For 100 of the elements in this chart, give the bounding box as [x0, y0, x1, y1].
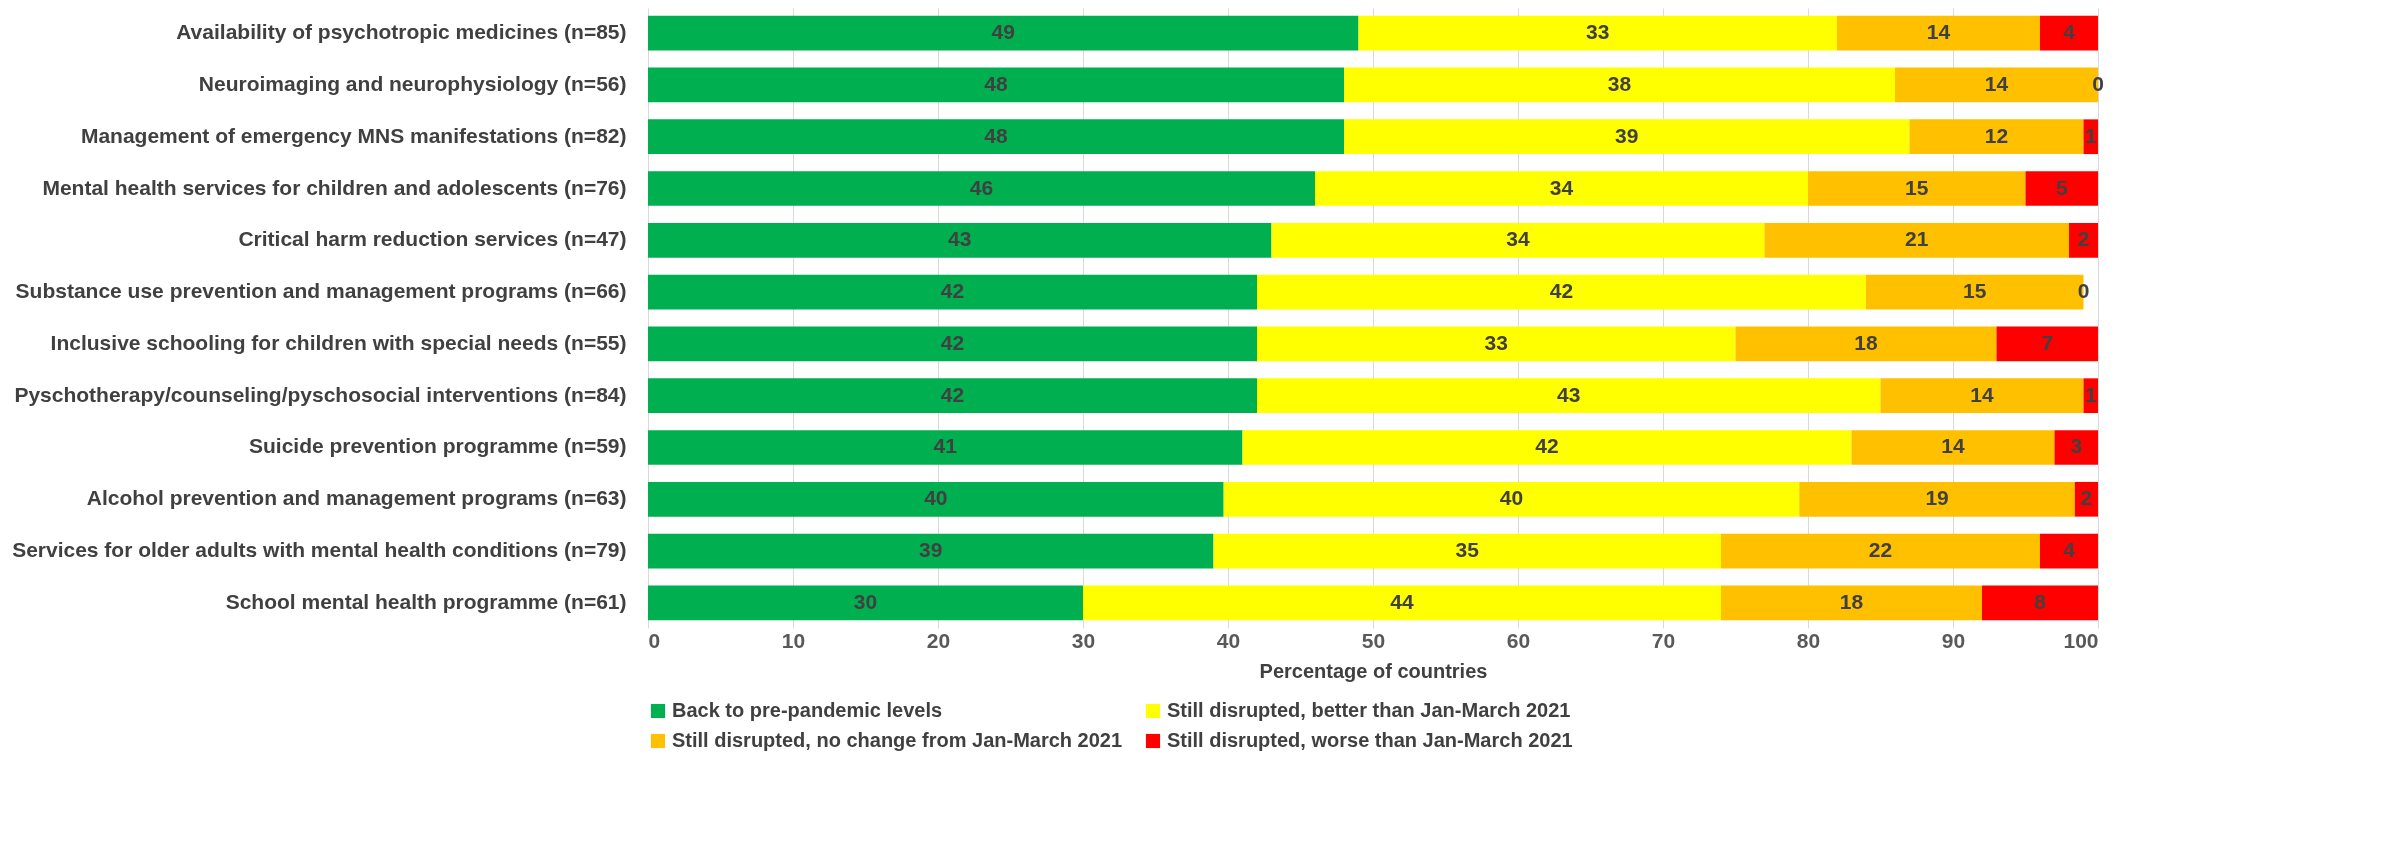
- data-label: 39: [1615, 123, 1639, 147]
- data-label: 5: [2055, 175, 2068, 199]
- data-label: 39: [919, 538, 943, 562]
- x-tick-label: 100: [2063, 628, 2099, 652]
- x-tick-label: 20: [926, 628, 951, 652]
- y-tick-label: Substance use prevention and management programs (n=66): [15, 279, 627, 303]
- x-tick-label: 70: [1651, 628, 1676, 652]
- bar: [1315, 171, 1808, 206]
- data-label: 4: [2063, 538, 2076, 562]
- bar: [1083, 585, 1721, 621]
- bar: [1223, 481, 1800, 517]
- x-tick-label: 60: [1506, 628, 1531, 652]
- data-label: 2: [2077, 227, 2090, 251]
- data-label: 22: [1868, 538, 1893, 562]
- data-label: 43: [948, 227, 972, 251]
- data-label: 35: [1455, 538, 1480, 562]
- x-tick-label: 10: [781, 628, 806, 652]
- x-tick-label: 0: [648, 628, 661, 652]
- x-axis-title: Percentage of countries: [1259, 659, 1488, 682]
- bar: [648, 15, 1359, 51]
- data-label: 0: [2077, 279, 2090, 303]
- data-label: 41: [933, 434, 958, 458]
- data-label: 46: [969, 175, 994, 199]
- bar: [1982, 585, 2098, 621]
- bar: [1909, 119, 2084, 155]
- y-tick-label: School mental health programme (n=61): [225, 589, 627, 613]
- x-tick-label: 90: [1941, 628, 1966, 652]
- x-tick-label: 50: [1361, 628, 1386, 652]
- data-label: 30: [853, 589, 878, 613]
- bar: [1880, 378, 2084, 414]
- data-label: 33: [1484, 330, 1508, 354]
- data-label: 38: [1607, 71, 1632, 95]
- data-label: 2: [2080, 486, 2093, 510]
- y-tick-label: Inclusive schooling for children with special needs (n=55): [50, 330, 627, 354]
- x-tick-label: 30: [1071, 628, 1096, 652]
- bar: [648, 67, 1344, 103]
- bar: [648, 430, 1243, 465]
- bar: [648, 378, 1257, 414]
- bar: [1851, 430, 2055, 465]
- y-tick-label: Alcohol prevention and management programs (n=63): [86, 486, 627, 510]
- bar: [2040, 533, 2098, 569]
- data-label: 42: [1535, 434, 1559, 458]
- bar: [1257, 274, 1866, 310]
- bar: [1358, 15, 1837, 51]
- data-label: 40: [1499, 486, 1524, 510]
- data-label: 21: [1905, 227, 1929, 251]
- data-label: 34: [1549, 175, 1574, 199]
- bar: [648, 222, 1272, 258]
- bar: [2040, 15, 2098, 51]
- data-label: 42: [940, 279, 965, 303]
- bar: [2025, 171, 2098, 206]
- data-label: 42: [1549, 279, 1574, 303]
- data-label: 12: [1984, 123, 2009, 147]
- bar: [648, 481, 1224, 517]
- data-label: 0: [2092, 71, 2104, 95]
- data-label: 15: [1963, 279, 1987, 303]
- data-label: 19: [1925, 486, 1949, 510]
- y-tick-label: Suicide prevention programme (n=59): [248, 434, 627, 458]
- bar: [2069, 222, 2098, 258]
- legend-label: Still disrupted, no change from Jan-March 2021: [672, 729, 1123, 751]
- data-label: 14: [1926, 20, 1951, 44]
- bar: [1721, 533, 2040, 569]
- data-label: 48: [984, 123, 1008, 147]
- bar: [1344, 67, 1895, 103]
- data-label: 14: [1970, 382, 1994, 406]
- bar: [1735, 326, 1997, 362]
- bar: [1808, 171, 2026, 206]
- bar: [1257, 326, 1736, 362]
- bar: [1764, 222, 2069, 258]
- data-label: 18: [1839, 589, 1864, 613]
- bar: [1996, 326, 2098, 362]
- data-label: 1: [2084, 382, 2097, 406]
- data-label: 3: [2070, 434, 2083, 458]
- x-tick-label: 80: [1796, 628, 1821, 652]
- y-tick-label: Services for older adults with mental health conditions (n=79): [12, 538, 627, 562]
- bar: [1344, 119, 1910, 155]
- data-label: 42: [940, 330, 965, 354]
- y-tick-label: Neuroimaging and neurophysiology (n=56): [198, 71, 627, 95]
- bar: [1837, 15, 2040, 51]
- legend-label: Still disrupted, worse than Jan-March 2021: [1167, 729, 1573, 751]
- legend-label: Back to pre-pandemic levels: [672, 699, 943, 721]
- data-label: 4: [2063, 20, 2076, 44]
- y-tick-label: Critical harm reduction services (n=47): [238, 227, 627, 251]
- y-tick-label: Management of emergency MNS manifestations (n=82): [80, 123, 627, 147]
- bar: [1242, 430, 1852, 465]
- bar: [648, 326, 1257, 362]
- bar: [1213, 533, 1721, 569]
- bar: [1799, 481, 2075, 517]
- data-label: 8: [2034, 589, 2047, 613]
- bar: [648, 119, 1344, 155]
- y-tick-label: Mental health services for children and adolescents (n=76): [42, 175, 627, 199]
- data-label: 42: [940, 382, 965, 406]
- data-label: 1: [2084, 123, 2097, 147]
- data-label: 7: [2041, 330, 2054, 354]
- data-label: 48: [984, 71, 1008, 95]
- y-tick-label: Pyschotherapy/counseling/pyschosocial interventions (n=84): [14, 382, 627, 406]
- data-label: 14: [1984, 71, 2009, 95]
- data-label: 15: [1905, 175, 1929, 199]
- data-label: 40: [924, 486, 948, 510]
- data-label: 49: [991, 20, 1015, 44]
